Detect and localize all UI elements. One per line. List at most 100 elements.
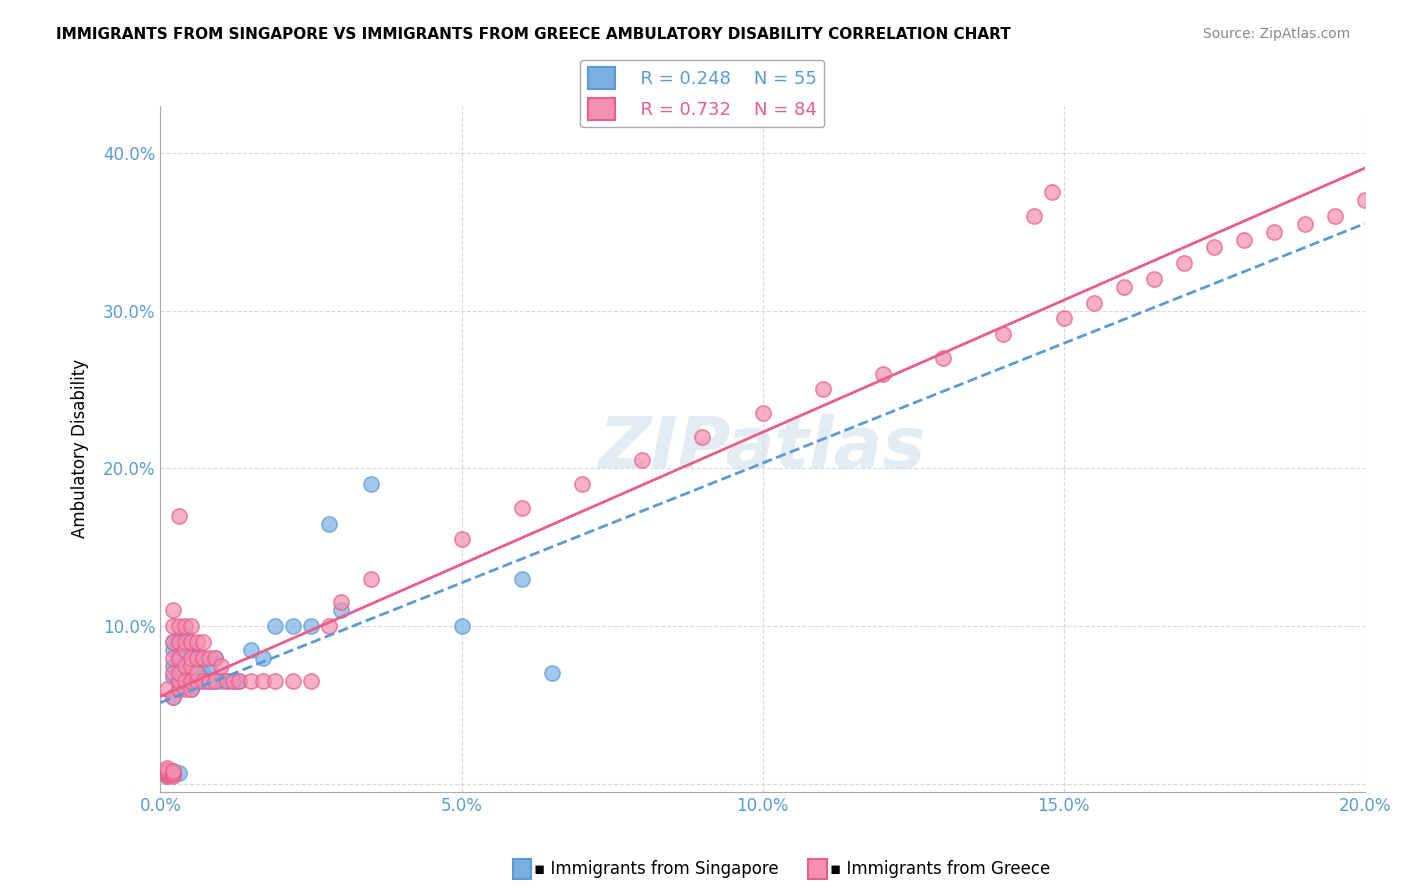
Point (239, 642, 262, 657)
Point (167, 635, 190, 649)
Point (167, 674, 190, 689)
Point (167, 658, 190, 673)
Point (155, 764, 177, 779)
Point (1263, 225, 1285, 239)
Point (204, 674, 226, 689)
Point (162, 666, 184, 681)
Point (186, 666, 208, 681)
Point (222, 674, 245, 689)
Point (360, 572, 382, 586)
Point (197, 650, 219, 665)
Point (173, 642, 195, 657)
Point (197, 674, 219, 689)
Point (1354, 193, 1376, 207)
Point (191, 650, 214, 665)
Point (180, 666, 202, 681)
Point (571, 477, 593, 491)
Point (1323, 209, 1346, 223)
Point (173, 642, 195, 657)
Point (155, 767, 177, 781)
Point (162, 635, 184, 649)
Point (162, 764, 184, 779)
Point (162, 635, 184, 649)
Point (162, 690, 184, 704)
Point (173, 666, 195, 681)
Point (155, 682, 177, 697)
Point (228, 674, 250, 689)
Point (162, 769, 184, 783)
Point (330, 595, 353, 609)
Point (180, 658, 202, 673)
Point (1040, 186, 1063, 200)
Point (162, 603, 184, 617)
Point (155, 764, 177, 779)
Point (167, 765, 190, 780)
Point (180, 674, 202, 689)
Point (541, 666, 564, 681)
Point (155, 765, 177, 780)
Point (186, 666, 208, 681)
Point (510, 500, 533, 515)
Point (191, 635, 214, 649)
Point (204, 650, 226, 665)
Point (162, 690, 184, 704)
Point (191, 674, 214, 689)
Point (811, 383, 834, 397)
Point (155, 763, 177, 777)
Point (215, 674, 238, 689)
Point (155, 765, 177, 780)
Legend:   R = 0.248    N = 55,   R = 0.732    N = 84: R = 0.248 N = 55, R = 0.732 N = 84 (581, 60, 824, 128)
Point (180, 619, 202, 633)
Point (180, 682, 202, 697)
Point (155, 767, 177, 781)
Point (191, 650, 214, 665)
Point (162, 658, 184, 673)
Point (162, 642, 184, 657)
Point (167, 650, 190, 665)
Point (209, 674, 232, 689)
Point (186, 650, 208, 665)
Point (167, 619, 190, 633)
Text: ▪ Immigrants from Singapore: ▪ Immigrants from Singapore (534, 860, 779, 878)
Point (215, 674, 238, 689)
Point (264, 619, 287, 633)
Point (191, 666, 214, 681)
Point (186, 674, 208, 689)
Point (173, 635, 195, 649)
Point (228, 674, 250, 689)
Point (360, 477, 382, 491)
Point (180, 658, 202, 673)
Point (155, 767, 177, 781)
Point (1204, 240, 1226, 254)
Point (631, 453, 654, 467)
Point (264, 674, 287, 689)
Y-axis label: Ambulatory Disability: Ambulatory Disability (72, 359, 89, 538)
Point (191, 674, 214, 689)
Point (1022, 209, 1045, 223)
Point (173, 627, 195, 641)
Point (180, 642, 202, 657)
Point (1083, 295, 1105, 310)
Point (1143, 272, 1166, 286)
Point (173, 682, 195, 697)
Point (1112, 280, 1135, 294)
Point (993, 327, 1015, 342)
Point (197, 658, 219, 673)
Point (167, 674, 190, 689)
Point (222, 674, 245, 689)
Point (204, 674, 226, 689)
Point (299, 619, 322, 633)
Point (197, 674, 219, 689)
Point (162, 650, 184, 665)
Point (450, 619, 472, 633)
Point (299, 674, 322, 689)
Point (252, 674, 274, 689)
Point (281, 674, 304, 689)
Point (186, 674, 208, 689)
Point (872, 367, 894, 381)
Point (173, 619, 195, 633)
Point (155, 764, 177, 779)
Text: ZIPatlas: ZIPatlas (599, 414, 927, 483)
Point (751, 406, 773, 420)
Point (167, 682, 190, 697)
